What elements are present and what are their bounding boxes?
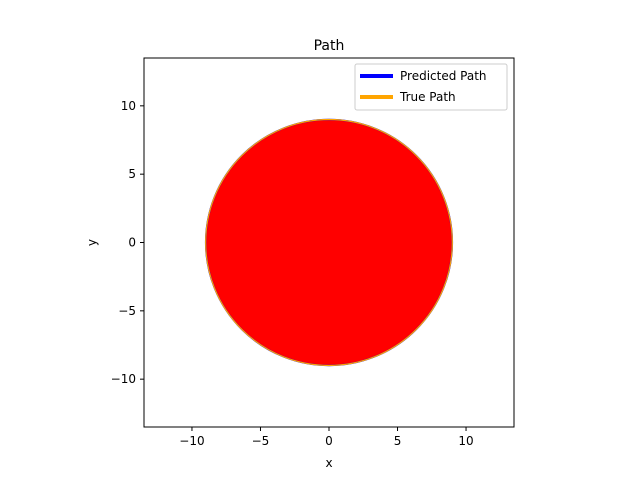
chart-title: Path bbox=[314, 38, 345, 54]
y-tick-label: 0 bbox=[128, 236, 136, 250]
legend: Predicted Path True Path bbox=[354, 63, 508, 111]
x-tick-label: 0 bbox=[325, 434, 333, 448]
x-tick-label: 5 bbox=[394, 434, 402, 448]
plot-area bbox=[204, 118, 454, 367]
legend-label: Predicted Path bbox=[400, 69, 487, 83]
path-fill bbox=[205, 119, 453, 366]
axes-frame bbox=[143, 57, 515, 428]
x-tick-label: 10 bbox=[458, 434, 473, 448]
x-tick-label: −5 bbox=[252, 434, 270, 448]
y-tick-label: −5 bbox=[118, 304, 136, 318]
x-axis-label: x bbox=[325, 456, 332, 470]
y-tick-label: −10 bbox=[111, 372, 136, 386]
ticks: −10 −5 0 5 10 −10 −5 0 5 10 bbox=[111, 99, 474, 448]
x-tick-label: −10 bbox=[179, 434, 204, 448]
y-axis-label: y bbox=[85, 239, 99, 246]
legend-label: True Path bbox=[399, 90, 456, 104]
y-tick-label: 5 bbox=[128, 167, 136, 181]
y-tick-label: 10 bbox=[121, 99, 136, 113]
series-line-true-path bbox=[205, 118, 453, 367]
